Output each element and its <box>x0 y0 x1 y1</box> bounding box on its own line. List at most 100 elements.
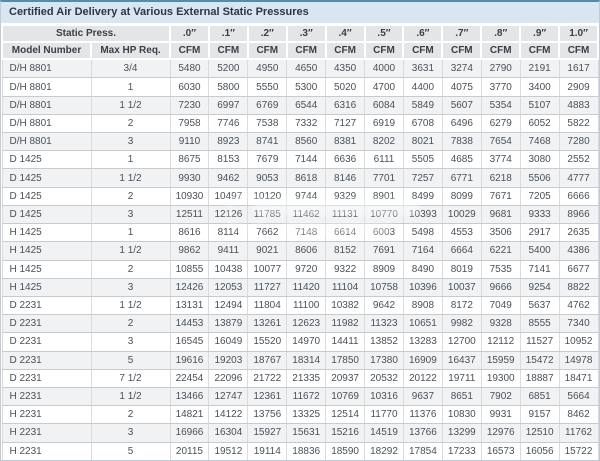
table-row: H 1425 3 12426 12053 11727 11420 11104 10758 103… <box>1 277 599 297</box>
cfm-cell: 19616 <box>169 350 210 370</box>
cfm-cell: 13325 <box>286 405 327 425</box>
pressure-col-header: .0″ <box>169 24 210 43</box>
cfm-cell: 6030 <box>169 77 210 97</box>
table-row: H 2231 3 16966 16304 15927 15631 15216 14519 137… <box>1 423 599 443</box>
cfm-cell: 8908 <box>402 295 443 316</box>
table-header: Static Press. .0″ .1″ .2″ .3″ .4″ .5″ .6… <box>1 24 599 60</box>
cfm-cell: 13299 <box>441 423 482 443</box>
cfm-cell: 10029 <box>441 204 482 225</box>
table-row: H 1425 1 1/2 9862 9411 9021 8606 8152 7691 7164 6… <box>1 241 599 261</box>
cfm-cell: 7332 <box>286 113 327 134</box>
cfm-cell: 9931 <box>480 405 521 425</box>
cfm-unit-header: CFM <box>246 41 288 60</box>
hp-cell: 1 1/2 <box>90 386 171 407</box>
table-row: H 2231 1 1/2 13466 12747 12361 11672 10769 1031… <box>1 386 599 407</box>
cfm-cell: 5607 <box>441 95 482 115</box>
cfm-cell: 13756 <box>247 405 288 425</box>
cfm-cell: 6279 <box>480 113 521 134</box>
cfm-cell: 17850 <box>325 350 366 370</box>
cfm-cell: 10316 <box>364 386 404 407</box>
hp-cell: 3 <box>90 332 171 352</box>
cfm-cell: 8114 <box>208 223 249 243</box>
cfm-cell: 12494 <box>208 295 249 316</box>
cfm-cell: 6316 <box>325 95 366 115</box>
pressure-col-header: .1″ <box>207 24 249 43</box>
cfm-unit-header: CFM <box>285 41 327 60</box>
cfm-cell: 7654 <box>480 132 521 152</box>
cfm-cell: 12426 <box>169 277 210 297</box>
hp-cell: 5 <box>90 350 171 370</box>
table-row: D 1425 2 10930 10497 10120 9744 9329 8901 8499 80… <box>1 186 599 206</box>
cfm-cell: 7838 <box>441 132 482 152</box>
cfm-cell: 10952 <box>558 332 599 352</box>
cfm-cell: 8901 <box>364 186 404 206</box>
cfm-cell: 4000 <box>364 58 404 79</box>
cfm-cell: 2191 <box>519 58 560 79</box>
cfm-cell: 11420 <box>286 277 327 297</box>
cfm-cell: 22096 <box>208 368 249 388</box>
table-row: D 2231 5 19616 19203 18767 18314 17850 17380 169… <box>1 350 599 370</box>
cfm-cell: 4650 <box>286 58 327 79</box>
cfm-cell: 10497 <box>208 186 249 206</box>
cfm-cell: 12511 <box>169 204 210 225</box>
cfm-cell: 8675 <box>169 150 210 170</box>
cfm-cell: 5822 <box>558 113 599 134</box>
cfm-cell: 11131 <box>325 204 366 225</box>
model-cell: D 2231 <box>1 295 92 316</box>
hp-cell: 2 <box>90 405 171 425</box>
cfm-cell: 6919 <box>364 113 404 134</box>
cfm-cell: 2790 <box>480 58 521 79</box>
cfm-cell: 10382 <box>325 295 366 316</box>
cfm-cell: 11727 <box>247 277 288 297</box>
pressure-col-header: .8″ <box>480 24 522 43</box>
model-cell: D/H 8801 <box>1 77 92 97</box>
cfm-cell: 9930 <box>169 168 210 188</box>
cfm-cell: 13766 <box>402 423 443 443</box>
cfm-cell: 6003 <box>364 223 404 243</box>
cfm-cell: 1617 <box>558 58 599 79</box>
cfm-cell: 3274 <box>441 58 482 79</box>
cfm-cell: 21335 <box>286 368 327 388</box>
model-cell: D/H 8801 <box>1 113 92 134</box>
cfm-cell: 18887 <box>519 368 560 388</box>
cfm-unit-header: CFM <box>519 41 561 60</box>
cfm-cell: 8172 <box>441 295 482 316</box>
cfm-cell: 6664 <box>441 241 482 261</box>
cfm-cell: 10830 <box>441 405 482 425</box>
cfm-cell: 8560 <box>286 132 327 152</box>
cfm-cell: 6769 <box>247 95 288 115</box>
cfm-cell: 7148 <box>286 223 327 243</box>
cfm-cell: 9982 <box>441 314 482 334</box>
cfm-cell: 13466 <box>169 386 210 407</box>
cfm-cell: 12514 <box>325 405 366 425</box>
hp-cell: 3 <box>90 277 171 297</box>
cfm-cell: 9720 <box>286 259 327 279</box>
cfm-cell: 10769 <box>325 386 366 407</box>
cfm-cell: 4553 <box>441 223 482 243</box>
cfm-cell: 12112 <box>480 332 521 352</box>
cfm-cell: 4777 <box>558 168 599 188</box>
page-title: Certified Air Delivery at Various Extern… <box>1 2 599 24</box>
cfm-cell: 6496 <box>441 113 482 134</box>
cfm-cell: 11462 <box>286 204 327 225</box>
cfm-cell: 5550 <box>247 77 288 97</box>
static-press-label: Static Press. <box>1 24 172 43</box>
cfm-cell: 12623 <box>286 314 327 334</box>
hp-cell: 2 <box>90 259 171 279</box>
cfm-cell: 6084 <box>364 95 404 115</box>
cfm-cell: 14453 <box>169 314 210 334</box>
cfm-unit-header: CFM <box>441 41 483 60</box>
cfm-cell: 9021 <box>247 241 288 261</box>
column-labels-row: Model Number Max HP Req. CFM CFM CFM CFM… <box>1 41 599 60</box>
table-row: D 2231 1 1/2 13131 12494 11804 11100 10382 9642… <box>1 295 599 316</box>
cfm-cell: 7205 <box>519 186 560 206</box>
cfm-cell: 7257 <box>402 168 443 188</box>
hp-cell: 1 <box>90 77 171 97</box>
cfm-cell: 9681 <box>480 204 521 225</box>
cfm-cell: 16573 <box>480 441 521 460</box>
cfm-cell: 20937 <box>325 368 366 388</box>
cfm-cell: 8741 <box>247 132 288 152</box>
static-press-row: Static Press. .0″ .1″ .2″ .3″ .4″ .5″ .6… <box>1 24 599 43</box>
cfm-cell: 4685 <box>441 150 482 170</box>
cfm-cell: 19512 <box>208 441 249 460</box>
